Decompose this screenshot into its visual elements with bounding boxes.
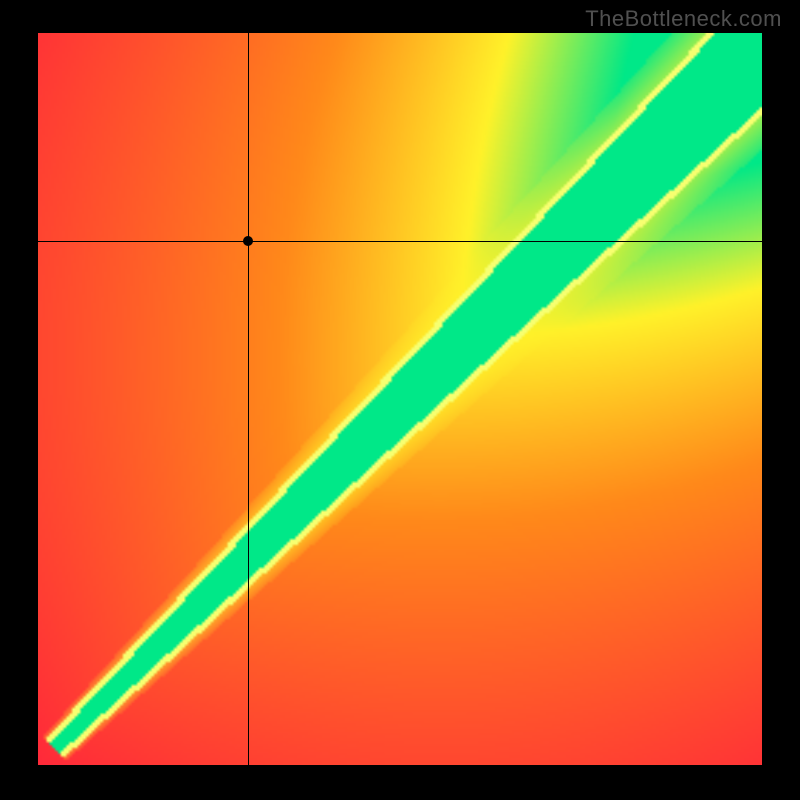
crosshair-horizontal: [38, 241, 762, 242]
chart-container: TheBottleneck.com: [0, 0, 800, 800]
heatmap-plot: [38, 33, 762, 765]
crosshair-vertical: [248, 33, 249, 765]
watermark-text: TheBottleneck.com: [585, 6, 782, 32]
crosshair-marker: [243, 236, 253, 246]
